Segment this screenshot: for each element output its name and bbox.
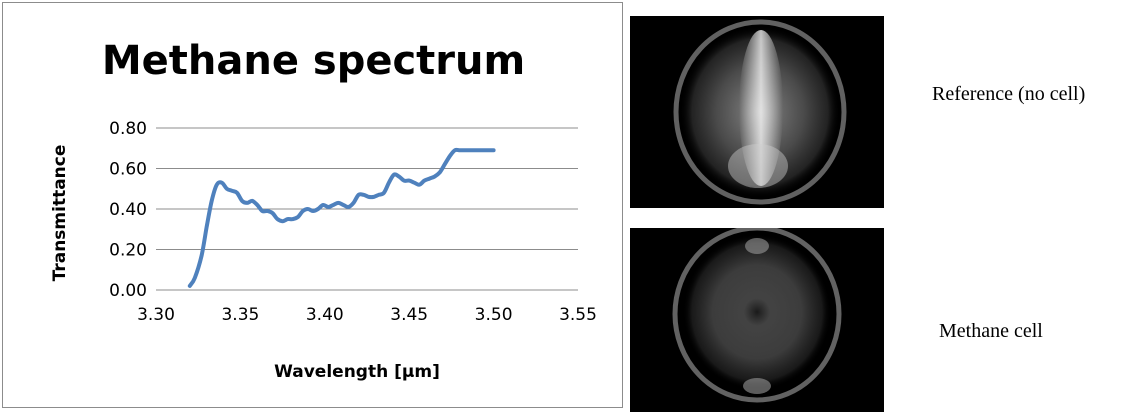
reference-label: Reference (no cell) xyxy=(932,83,1086,105)
x-tick-label: 3.45 xyxy=(390,305,428,325)
chart-frame: Methane spectrum 0.00 0.20 0.40 0.60 0.80 3.3… xyxy=(2,2,623,408)
methane-beam-picture xyxy=(672,228,842,403)
y-tick-label: 0.00 xyxy=(109,281,147,301)
x-tick-label: 3.30 xyxy=(137,305,175,325)
y-axis-label: Transmittance xyxy=(50,145,70,282)
x-tick-label: 3.35 xyxy=(221,305,259,325)
chart-title: Methane spectrum xyxy=(101,38,526,84)
methane-label: Methane cell xyxy=(939,320,1043,342)
transmittance-series-line xyxy=(187,147,496,288)
x-axis-label: Wavelength [µm] xyxy=(274,362,440,382)
reference-beam-picture xyxy=(673,19,847,205)
y-tick-label: 0.20 xyxy=(109,241,147,261)
x-tick-label: 3.50 xyxy=(475,305,513,325)
y-tick-label: 0.40 xyxy=(109,200,147,220)
x-tick-label: 3.55 xyxy=(559,305,597,325)
y-tick-label: 0.80 xyxy=(109,119,147,139)
methane-cell-image xyxy=(630,228,884,412)
reference-beam-image xyxy=(630,16,884,208)
x-tick-label: 3.40 xyxy=(306,305,344,325)
y-tick-label: 0.60 xyxy=(109,160,147,180)
line-chart: 0.00 0.20 0.40 0.60 0.80 3.30 3.35 3.40 3.45 3.50… xyxy=(50,119,597,382)
